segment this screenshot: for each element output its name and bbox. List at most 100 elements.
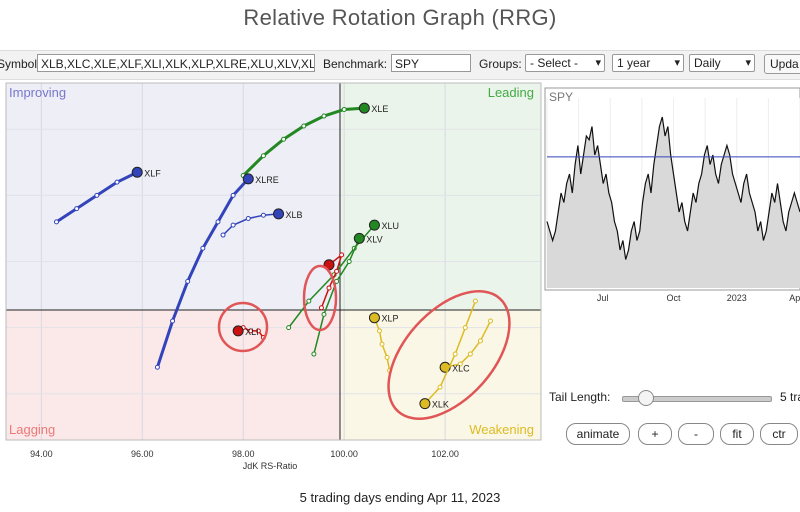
quadrant-label-weakening: Weakening	[469, 422, 534, 437]
series-head-point[interactable]	[439, 361, 451, 373]
series-tail-point	[452, 351, 458, 357]
series-head-point[interactable]	[368, 312, 380, 324]
series-tail-point	[74, 206, 80, 212]
series-tail-point	[341, 106, 347, 112]
series-label: XLP	[381, 314, 398, 324]
series-tail-point	[245, 216, 251, 222]
series-tail-point	[457, 361, 463, 367]
series-tail-point	[230, 192, 236, 198]
series-label: XLE	[371, 104, 388, 114]
series-tail-point	[437, 384, 443, 390]
series-tail-point	[462, 325, 468, 331]
series-head-point[interactable]	[368, 219, 380, 231]
series-tail-point	[230, 222, 236, 228]
series-label: XLRE	[255, 175, 279, 185]
series-tail-point	[467, 351, 473, 357]
animate-button[interactable]: animate	[566, 423, 630, 445]
series-tail-point	[351, 245, 357, 251]
series-head-point[interactable]	[242, 173, 254, 185]
series-tail-point	[185, 278, 191, 284]
series-tail-point	[488, 318, 494, 324]
series-label: XLI	[245, 327, 259, 337]
series-tail-point	[170, 318, 176, 324]
series-tail-line	[288, 224, 376, 329]
series-tail-point	[387, 368, 393, 374]
series-tail-line	[55, 170, 138, 224]
update-button[interactable]: Upda	[764, 54, 800, 74]
series-tail-point	[379, 341, 385, 347]
series-tail-point	[339, 252, 345, 258]
series-head-point[interactable]	[358, 102, 370, 114]
series-tail-point	[477, 338, 483, 344]
series-tail-point	[318, 305, 324, 311]
page-title: Relative Rotation Graph (RRG)	[243, 5, 557, 30]
quadrant-leading	[340, 83, 541, 310]
series-tail-line	[424, 300, 477, 405]
series-tail-point	[321, 311, 327, 317]
series-tail-line	[155, 177, 250, 368]
footer-caption: 5 trading days ending Apr 11, 2023	[299, 490, 501, 505]
highlight-xli	[217, 301, 269, 353]
series-tail-point	[346, 259, 352, 264]
series-tail-point	[240, 173, 246, 179]
quadrant-lagging	[6, 310, 340, 440]
quadrant-weakening	[340, 310, 541, 440]
zoom-out-button[interactable]: -	[678, 423, 714, 445]
x-tick-label: 102.00	[431, 449, 459, 459]
series-tail-point	[260, 212, 266, 218]
spy-panel	[544, 87, 800, 291]
series-label: XLU	[381, 221, 399, 231]
series-head-point[interactable]	[232, 325, 244, 337]
zoom-in-button[interactable]: +	[638, 423, 672, 445]
spy-area	[547, 117, 800, 288]
series-tail-point	[215, 219, 221, 225]
tail-length-label: Tail Length:	[549, 390, 611, 404]
tail-length-knob[interactable]	[638, 390, 654, 406]
x-tick-label: 94.00	[30, 449, 53, 459]
spy-x-tick-label: Apr	[789, 293, 800, 303]
series-head-point[interactable]	[323, 259, 335, 271]
highlight-xlc-xlk	[387, 290, 511, 420]
symbols-input[interactable]: XLB,XLC,XLE,XLF,XLI,XLK,XLP,XLRE,XLU,XLV…	[37, 54, 315, 72]
fit-button[interactable]: fit	[720, 423, 754, 445]
series-tail-point	[286, 325, 292, 331]
controls-bar: Symbols: XLB,XLC,XLE,XLF,XLI,XLK,XLP,XLR…	[0, 50, 800, 80]
series-tail-point	[248, 328, 254, 334]
spy-x-tick-label: 2023	[727, 293, 747, 303]
series-tail-point	[94, 192, 100, 198]
series-tail-point	[311, 351, 317, 357]
quadrant-label-lagging: Lagging	[9, 422, 55, 437]
series-head-point[interactable]	[273, 208, 285, 220]
period-select[interactable]: 1 year	[612, 54, 684, 72]
series-label: XLF	[144, 168, 161, 178]
series-tail-point	[260, 153, 266, 159]
series-tail-point	[321, 113, 327, 119]
series-tail-point	[334, 278, 340, 284]
series-tail-point	[200, 245, 206, 251]
series-label: XLK	[432, 400, 449, 410]
frequency-select[interactable]: Daily	[689, 54, 755, 72]
series-head-point[interactable]	[353, 232, 365, 244]
tail-length-slider[interactable]	[622, 396, 772, 402]
period-select-value: 1 year	[617, 56, 651, 70]
series-head-point[interactable]	[131, 166, 143, 178]
rrg-frame	[5, 82, 542, 441]
rrg-grid	[6, 83, 541, 440]
x-tick-label: 98.00	[232, 449, 255, 459]
benchmark-input[interactable]: SPY	[391, 54, 471, 72]
series-tail-point	[255, 328, 261, 334]
series-head-point[interactable]	[419, 398, 431, 410]
series-tail-point	[260, 335, 266, 341]
series-label: XLV	[366, 234, 382, 244]
series-tail-point	[334, 268, 340, 274]
x-tick-label: 100.00	[330, 449, 358, 459]
series-tail-point	[384, 354, 390, 360]
spy-line	[546, 116, 800, 260]
center-button[interactable]: ctr	[760, 423, 798, 445]
series-tail-point	[281, 136, 287, 142]
symbols-label: Symbols:	[0, 57, 47, 71]
groups-select[interactable]: - Select -	[525, 54, 605, 72]
series-label: XLC	[452, 363, 470, 373]
spy-title: SPY	[549, 90, 573, 104]
quadrant-label-leading: Leading	[488, 85, 534, 100]
